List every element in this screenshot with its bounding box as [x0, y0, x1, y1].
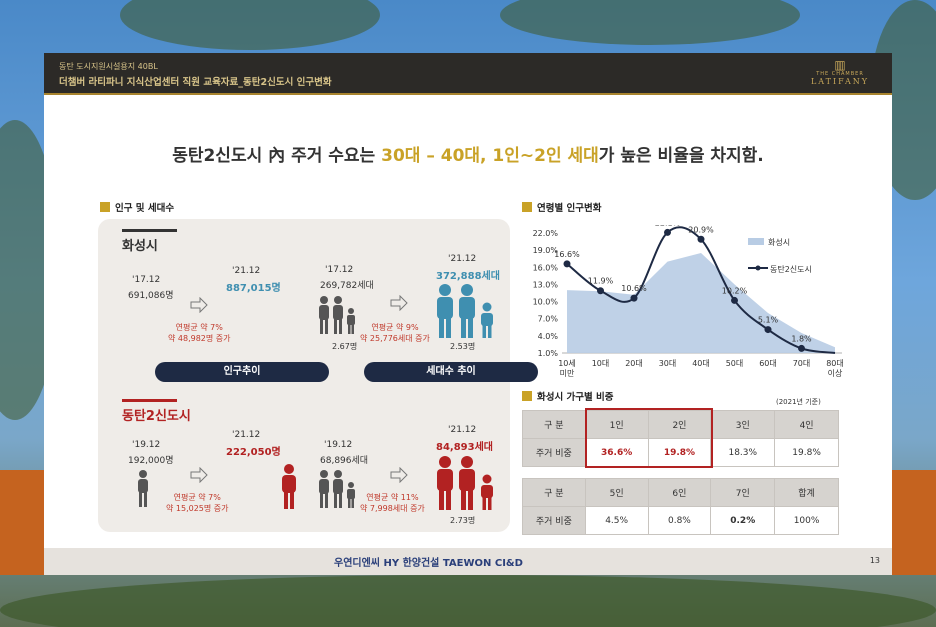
- arrow-right-icon: [190, 467, 208, 483]
- legend-dongtan: 동탄2신도시: [748, 264, 812, 275]
- family-icon-large: [437, 456, 493, 510]
- slide-footer: 우연디엔씨 HY 한양건설 TAEWON CI&D 13: [44, 548, 892, 575]
- bullet-square-icon: [100, 202, 110, 212]
- arrow-right-icon: [390, 295, 408, 311]
- data-point: [697, 235, 705, 243]
- data-point: [798, 344, 805, 352]
- data-label: 10.2%: [722, 286, 748, 295]
- brand-logo: ▥ THE CHAMBER LATIFANY: [810, 58, 870, 86]
- data-label: 20.9%: [688, 225, 714, 234]
- x-tick-label: 20대: [625, 359, 643, 368]
- logo-mark-icon: ▥: [834, 58, 846, 72]
- population-panel: 화성시 '17.12 691,086명 '21.12 887,015명 연평균 …: [98, 219, 538, 532]
- y-tick-label: 1.0%: [538, 349, 559, 358]
- city-underline: [122, 399, 177, 402]
- table-row: 주거 비중 4.5% 0.8% 0.2% 100%: [522, 506, 839, 535]
- data-point: [664, 228, 671, 236]
- city-underline: [122, 229, 177, 232]
- data-label: 22.1%: [655, 225, 681, 227]
- person-icon-large: [282, 464, 296, 509]
- x-tick-label: 10대: [592, 359, 610, 368]
- pill-population-trend: 인구추이: [155, 362, 329, 382]
- table-header-row: 구 분 1인 2인 3인 4인: [522, 410, 839, 439]
- y-tick-label: 10.0%: [533, 298, 559, 307]
- background-foliage: [0, 575, 936, 627]
- table-header-row: 구 분 5인 6인 7인 합계: [522, 478, 839, 507]
- legend-line-marker: [748, 265, 768, 271]
- pill-household-trend: 세대수 추이: [364, 362, 538, 382]
- x-tick-label: 40대: [692, 359, 710, 368]
- data-label: 10.6%: [621, 284, 647, 293]
- y-tick-label: 13.0%: [533, 280, 559, 289]
- section-title-age: 연령별 인구변화: [522, 200, 602, 214]
- data-label: 5.1%: [758, 316, 779, 325]
- family-icon: [319, 296, 355, 334]
- slide: 동탄 도시지원시설용지 40BL 더챔버 라티파니 지식산업센터 직원 교육자료…: [44, 53, 892, 575]
- bullet-square-icon: [522, 391, 532, 401]
- city-name-dongtan: 동탄2신도시: [122, 409, 191, 424]
- background-foliage: [500, 0, 800, 45]
- data-label: 16.6%: [554, 250, 580, 259]
- legend-swatch: [748, 238, 764, 245]
- data-point: [731, 296, 738, 304]
- x-tick-label: 30대: [659, 359, 677, 368]
- partner-logos: 우연디엔씨 HY 한양건설 TAEWON CI&D: [334, 558, 523, 569]
- x-tick-label: 10세: [558, 359, 576, 368]
- slide-header: 동탄 도시지원시설용지 40BL 더챔버 라티파니 지식산업센터 직원 교육자료…: [44, 53, 892, 95]
- arrow-right-icon: [190, 297, 208, 313]
- legend-hwaseong: 화성시: [748, 237, 790, 248]
- y-tick-label: 19.0%: [533, 246, 559, 255]
- headline: 동탄2신도시 內 주거 수요는 30대 – 40대, 1인~2인 세대가 높은 …: [172, 146, 764, 166]
- data-point: [563, 260, 571, 268]
- section-title-household: 화성시 가구별 비중: [522, 389, 614, 403]
- data-label: 1.8%: [791, 334, 812, 343]
- data-point: [764, 326, 772, 334]
- x-tick-label: 70대: [793, 359, 811, 368]
- x-tick-label: 50대: [726, 359, 744, 368]
- section-title-population: 인구 및 세대수: [100, 200, 174, 214]
- header-title: 더챔버 라티파니 지식산업센터 직원 교육자료_동탄2신도시 인구변화: [59, 77, 332, 88]
- highlight-box: [585, 408, 713, 468]
- family-icon-large: [437, 284, 493, 338]
- bullet-square-icon: [522, 202, 532, 212]
- data-point: [597, 287, 604, 295]
- x-tick-label: 이상: [828, 368, 843, 378]
- city-name-hwaseong: 화성시: [122, 239, 158, 254]
- y-tick-label: 4.0%: [538, 332, 559, 341]
- y-tick-label: 7.0%: [538, 315, 559, 324]
- header-subtitle: 동탄 도시지원시설용지 40BL: [59, 62, 158, 71]
- page-number: 13: [869, 556, 880, 565]
- family-icon: [319, 470, 355, 508]
- household-note: (2021년 기준): [776, 398, 821, 406]
- data-point: [630, 294, 638, 302]
- data-label: 11.9%: [588, 277, 614, 286]
- y-tick-label: 16.0%: [533, 263, 559, 272]
- age-population-chart: 22.0% 19.0% 16.0% 13.0% 10.0% 7.0% 4.0% 1.0% 16.…: [533, 225, 844, 378]
- y-tick-label: 22.0%: [533, 229, 559, 238]
- x-tick-label: 미만: [560, 369, 575, 378]
- household-table-2: 구 분 5인 6인 7인 합계 주거 비중 4.5% 0.8% 0.2% 100%: [522, 478, 839, 535]
- background-foliage: [120, 0, 380, 50]
- household-table-1: 구 분 1인 2인 3인 4인 주거 비중 36.6% 19.8% 18.3% 19.8%: [522, 410, 839, 467]
- arrow-right-icon: [390, 467, 408, 483]
- person-icon: [138, 470, 148, 507]
- x-tick-label: 80대: [826, 359, 844, 368]
- x-tick-label: 60대: [759, 359, 777, 368]
